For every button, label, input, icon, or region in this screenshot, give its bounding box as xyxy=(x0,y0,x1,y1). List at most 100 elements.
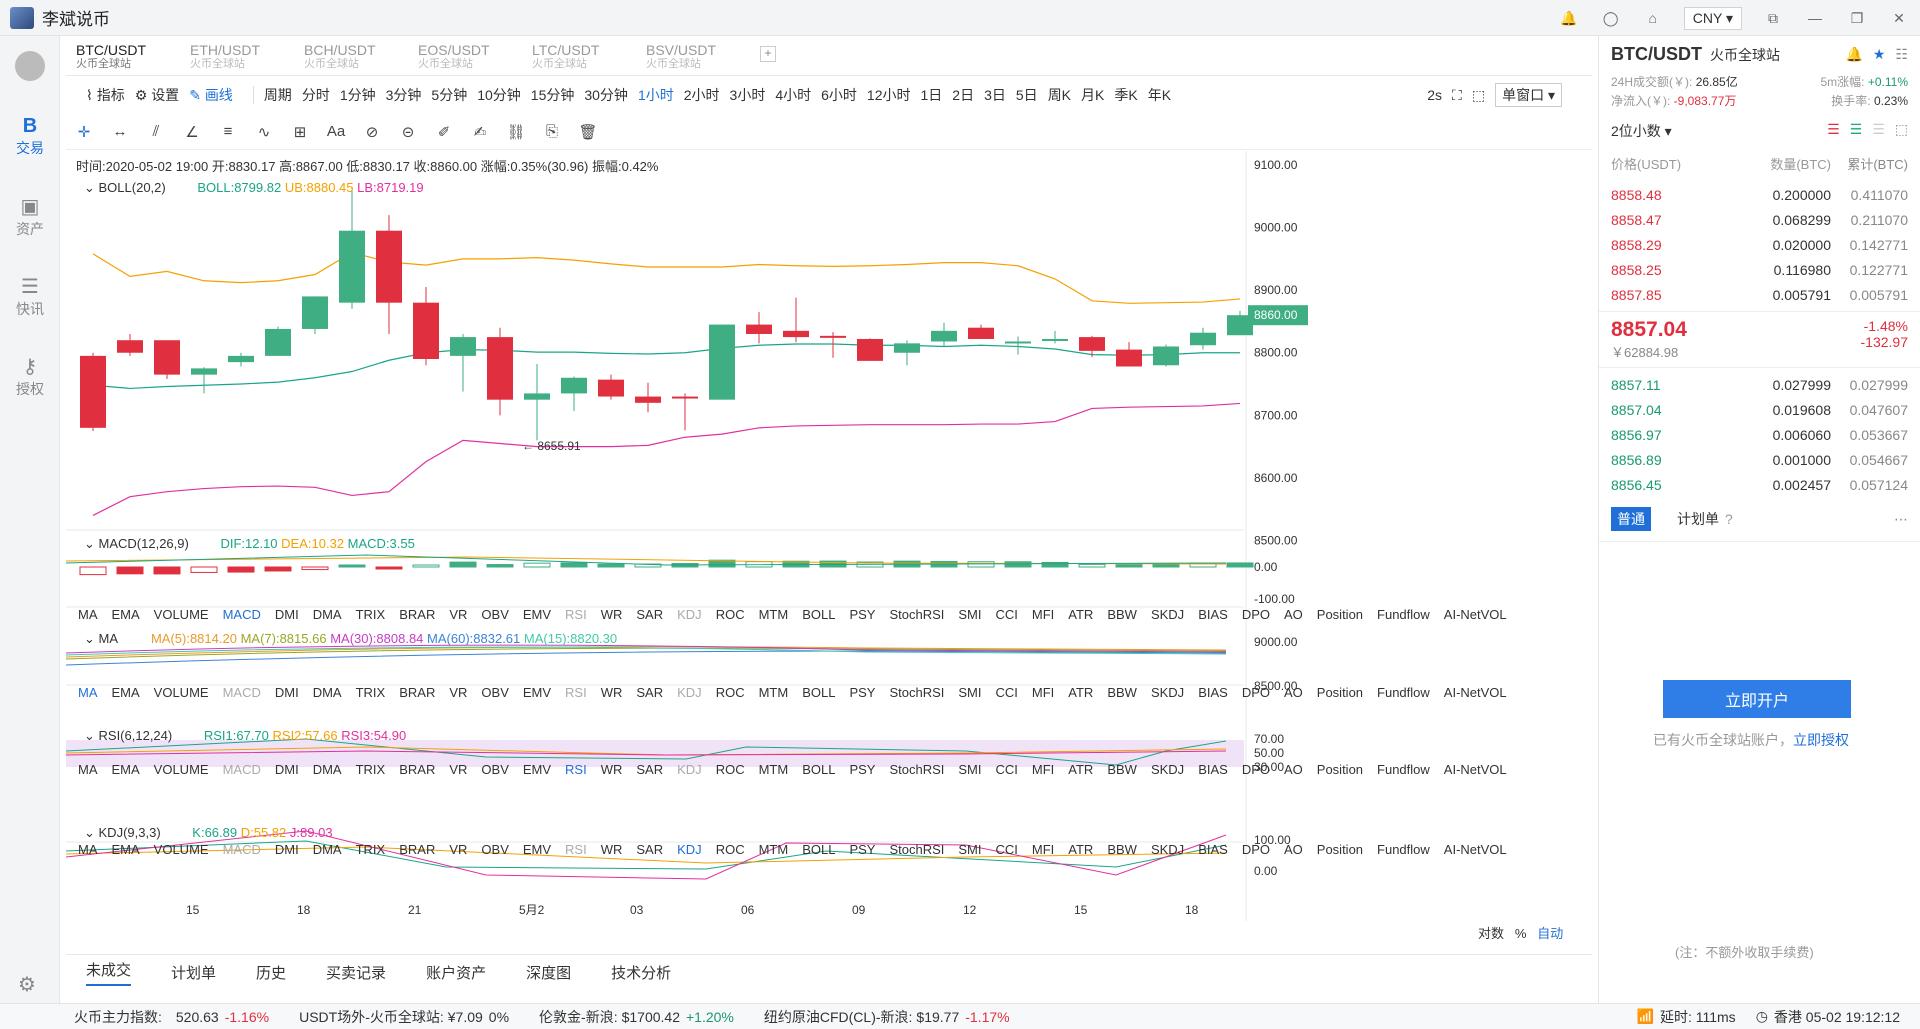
tab-pair[interactable]: LTC/USDT 火币全球站 xyxy=(522,36,636,75)
ruler-tool-icon[interactable]: ✐ xyxy=(437,123,451,141)
indicator-option[interactable]: DMI xyxy=(274,762,299,777)
interval-option[interactable]: 15分钟 xyxy=(530,87,575,103)
bottom-tab[interactable]: 买卖记录 xyxy=(326,965,387,982)
log-toggle[interactable]: 对数 xyxy=(1478,926,1505,941)
indicator-option[interactable]: DMI xyxy=(274,842,299,857)
interval-option[interactable]: 30分钟 xyxy=(584,87,628,103)
shirt-icon[interactable]: ⌂ xyxy=(1648,10,1657,26)
tab-pair[interactable]: BCH/USDT 火币全球站 xyxy=(294,36,408,75)
indicator-option[interactable]: BIAS xyxy=(1198,762,1228,777)
indicator-option[interactable]: BOLL xyxy=(802,842,836,857)
orderbook-row[interactable]: 8858.48 0.200000 0.411070 xyxy=(1599,182,1920,207)
favorite-star-icon[interactable]: ★ xyxy=(1872,46,1886,62)
indicator-option[interactable]: SKDJ xyxy=(1150,607,1185,622)
auto-toggle[interactable]: 自动 xyxy=(1537,926,1564,941)
orderbook-row[interactable]: 8858.25 0.116980 0.122771 xyxy=(1599,257,1920,282)
fullscreen-icon[interactable]: ⛶ xyxy=(1452,86,1462,103)
text-tool-icon[interactable]: Aa xyxy=(326,123,346,140)
indicator-option[interactable]: RSI xyxy=(565,762,587,777)
detail-icon[interactable]: ☷ xyxy=(1895,46,1908,62)
minimize-button[interactable]: — xyxy=(1808,10,1822,26)
indicator-option[interactable]: TRIX xyxy=(355,685,386,700)
indicator-option[interactable]: CCI xyxy=(995,685,1018,700)
indicator-option[interactable]: VR xyxy=(449,762,468,777)
indicator-option[interactable]: CCI xyxy=(995,607,1018,622)
indicator-option[interactable]: WR xyxy=(600,842,623,857)
indicator-option[interactable]: Position xyxy=(1316,685,1364,700)
window-mode-select[interactable]: 单窗口 ▾ xyxy=(1495,83,1562,107)
indicator-option[interactable]: MTM xyxy=(758,685,789,700)
indicator-option[interactable]: SAR xyxy=(636,842,664,857)
bottom-tab[interactable]: 深度图 xyxy=(526,965,572,982)
indicator-option[interactable]: Fundflow xyxy=(1377,762,1430,777)
indicator-option[interactable]: AI-NetVOL xyxy=(1443,762,1507,777)
indicator-option[interactable]: AO xyxy=(1283,762,1303,777)
indicator-option[interactable]: PSY xyxy=(849,685,876,700)
sidebar-item-assets[interactable]: ▣ 资产 xyxy=(0,176,60,256)
interval-option[interactable]: 月K xyxy=(1081,87,1105,103)
kline-chart[interactable]: 9100.00 9000.00 8900.00 8860.00 8800.00 8700.… xyxy=(66,151,1592,936)
tab-pair[interactable]: BSV/USDT 火币全球站 xyxy=(636,36,750,75)
indicator-option[interactable]: Fundflow xyxy=(1377,842,1430,857)
interval-option[interactable]: 1小时 xyxy=(637,87,674,103)
indicator-option[interactable]: MFI xyxy=(1031,842,1055,857)
indicator-option[interactable]: EMV xyxy=(522,607,552,622)
indicator-option[interactable]: Fundflow xyxy=(1377,685,1430,700)
indicator-option[interactable]: ATR xyxy=(1068,762,1094,777)
indicator-option[interactable]: OBV xyxy=(481,685,509,700)
orderbook-row[interactable]: 8857.85 0.005791 0.005791 xyxy=(1599,282,1920,307)
indicator-option[interactable]: SMI xyxy=(958,607,982,622)
indicator-option[interactable]: StochRSI xyxy=(889,685,945,700)
indicator-option[interactable]: VR xyxy=(449,685,468,700)
indicator-option[interactable]: TRIX xyxy=(355,607,386,622)
indicator-option[interactable]: VOLUME xyxy=(153,842,209,857)
orderbook-row[interactable]: 8857.04 0.019608 0.047607 xyxy=(1599,397,1920,422)
settings-gear-icon[interactable]: ⚙ xyxy=(18,974,36,996)
tab-plan[interactable]: 计划单 xyxy=(1677,511,1719,527)
orderbook-row[interactable]: 8857.11 0.027999 0.027999 xyxy=(1599,372,1920,397)
bottom-tab[interactable]: 技术分析 xyxy=(611,965,672,982)
indicator-option[interactable]: EMA xyxy=(111,607,140,622)
indicator-option[interactable]: MA xyxy=(78,607,98,622)
indicator-option[interactable]: BOLL xyxy=(802,685,836,700)
brush-tool-icon[interactable]: ✍ xyxy=(473,123,487,141)
more-icon[interactable]: ⋯ xyxy=(1894,510,1908,527)
book-mode-asks-icon[interactable]: ☰ xyxy=(1872,121,1885,137)
indicator-option[interactable]: SAR xyxy=(636,607,664,622)
indicator-option[interactable]: AI-NetVOL xyxy=(1443,842,1507,857)
measure-tool-icon[interactable]: ⊞ xyxy=(293,123,307,141)
indicator-option[interactable]: BRAR xyxy=(399,762,436,777)
add-tab-button[interactable]: + xyxy=(760,46,776,62)
bottom-tab[interactable]: 历史 xyxy=(256,965,287,982)
indicator-option[interactable]: DMA xyxy=(312,607,342,622)
restore-button[interactable]: ❐ xyxy=(1850,9,1864,26)
indicator-option[interactable]: KDJ xyxy=(677,685,702,700)
percent-toggle[interactable]: % xyxy=(1514,926,1527,941)
authorize-link[interactable]: 立即授权 xyxy=(1793,732,1849,748)
settings-button[interactable]: ⚙ 设置 xyxy=(134,87,180,103)
indicator-option[interactable]: MACD xyxy=(222,842,261,857)
indicator-option[interactable]: KDJ xyxy=(677,762,702,777)
fibonacci-tool-icon[interactable]: ≡ xyxy=(223,123,233,140)
indicator-option[interactable]: EMA xyxy=(111,762,140,777)
indicator-option[interactable]: WR xyxy=(600,607,623,622)
indicator-option[interactable]: PSY xyxy=(849,762,876,777)
indicator-option[interactable]: DMI xyxy=(274,685,299,700)
horizontal-line-tool-icon[interactable]: ↔ xyxy=(112,123,128,140)
tab-pair[interactable]: ETH/USDT 火币全球站 xyxy=(180,36,294,75)
indicator-option[interactable]: SMI xyxy=(958,685,982,700)
wave-tool-icon[interactable]: ∿ xyxy=(257,123,271,141)
indicator-option[interactable]: VR xyxy=(449,842,468,857)
indicator-option[interactable]: CCI xyxy=(995,842,1018,857)
indicator-option[interactable]: Position xyxy=(1316,842,1364,857)
indicator-option[interactable]: BRAR xyxy=(399,607,436,622)
indicator-option[interactable]: ROC xyxy=(715,762,745,777)
indicator-option[interactable]: BOLL xyxy=(802,607,836,622)
interval-option[interactable]: 12小时 xyxy=(866,87,911,103)
indicator-option[interactable]: MA xyxy=(78,842,98,857)
indicator-option[interactable]: AO xyxy=(1283,607,1303,622)
indicator-option[interactable]: MTM xyxy=(758,607,789,622)
indicator-option[interactable]: SAR xyxy=(636,762,664,777)
parallel-line-tool-icon[interactable]: ⫽ xyxy=(152,123,160,140)
indicator-option[interactable]: DMI xyxy=(274,607,299,622)
